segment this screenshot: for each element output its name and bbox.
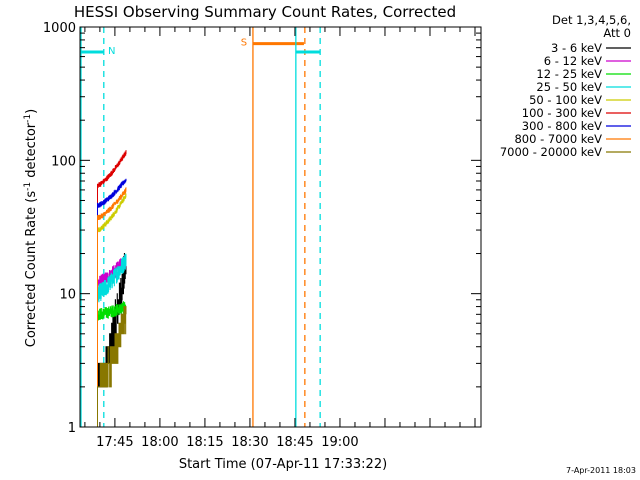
legend-entry-label: 7000 - 20000 keV: [500, 145, 602, 159]
legend-title-line-1: Det 1,3,4,5,6,: [552, 13, 631, 27]
series-line: [97, 150, 127, 427]
mode-label: S: [241, 38, 247, 49]
mode-label: N: [108, 46, 115, 57]
x-tick-label: 17:45: [96, 435, 133, 450]
series-line: [97, 301, 127, 427]
legend-entry-label: 25 - 50 keV: [536, 80, 602, 94]
legend-entry-label: 300 - 800 keV: [522, 119, 602, 133]
axes: 17:45 18:00 18:15 18:30 18:45 19:00 1 10 100 1000: [43, 21, 482, 450]
y-tick-label: 1000: [43, 21, 76, 36]
legend-entry-label: 3 - 6 keV: [551, 41, 602, 55]
y-tick-label: 100: [51, 154, 76, 169]
footer-date: 7-Apr-2011 18:03: [566, 466, 636, 475]
x-tick-label: 18:00: [141, 435, 178, 450]
y-axis-label: Corrected Count Rate (s-1 detector-1): [23, 109, 39, 347]
legend-entry-label: 800 - 7000 keV: [514, 132, 602, 146]
series-line: [97, 187, 127, 427]
x-tick-label: 18:45: [276, 435, 313, 450]
y-tick-label: 1: [68, 421, 76, 436]
x-axis-label: Start Time (07-Apr-11 17:33:22): [179, 457, 387, 472]
series-line: [97, 253, 127, 427]
series-layer: [97, 150, 127, 427]
x-tick-label: 19:00: [321, 435, 358, 450]
chart-title: HESSI Observing Summary Count Rates, Cor…: [74, 3, 456, 21]
legend-entry-label: 50 - 100 keV: [529, 93, 602, 107]
legend-title-line-2: Att 0: [603, 26, 631, 40]
legend-entry-label: 12 - 25 keV: [536, 67, 602, 81]
legend-entry-label: 6 - 12 keV: [544, 54, 602, 68]
x-tick-label: 18:15: [186, 435, 223, 450]
y-tick-label: 10: [59, 288, 76, 303]
series-line: [97, 193, 127, 427]
plot-frame: [79, 26, 482, 428]
x-tick-label: 18:30: [231, 435, 268, 450]
series-line: [97, 178, 127, 427]
annotation-layer: NS: [80, 27, 321, 427]
series-line: [97, 306, 127, 427]
legend-entry-label: 100 - 300 keV: [522, 106, 602, 120]
